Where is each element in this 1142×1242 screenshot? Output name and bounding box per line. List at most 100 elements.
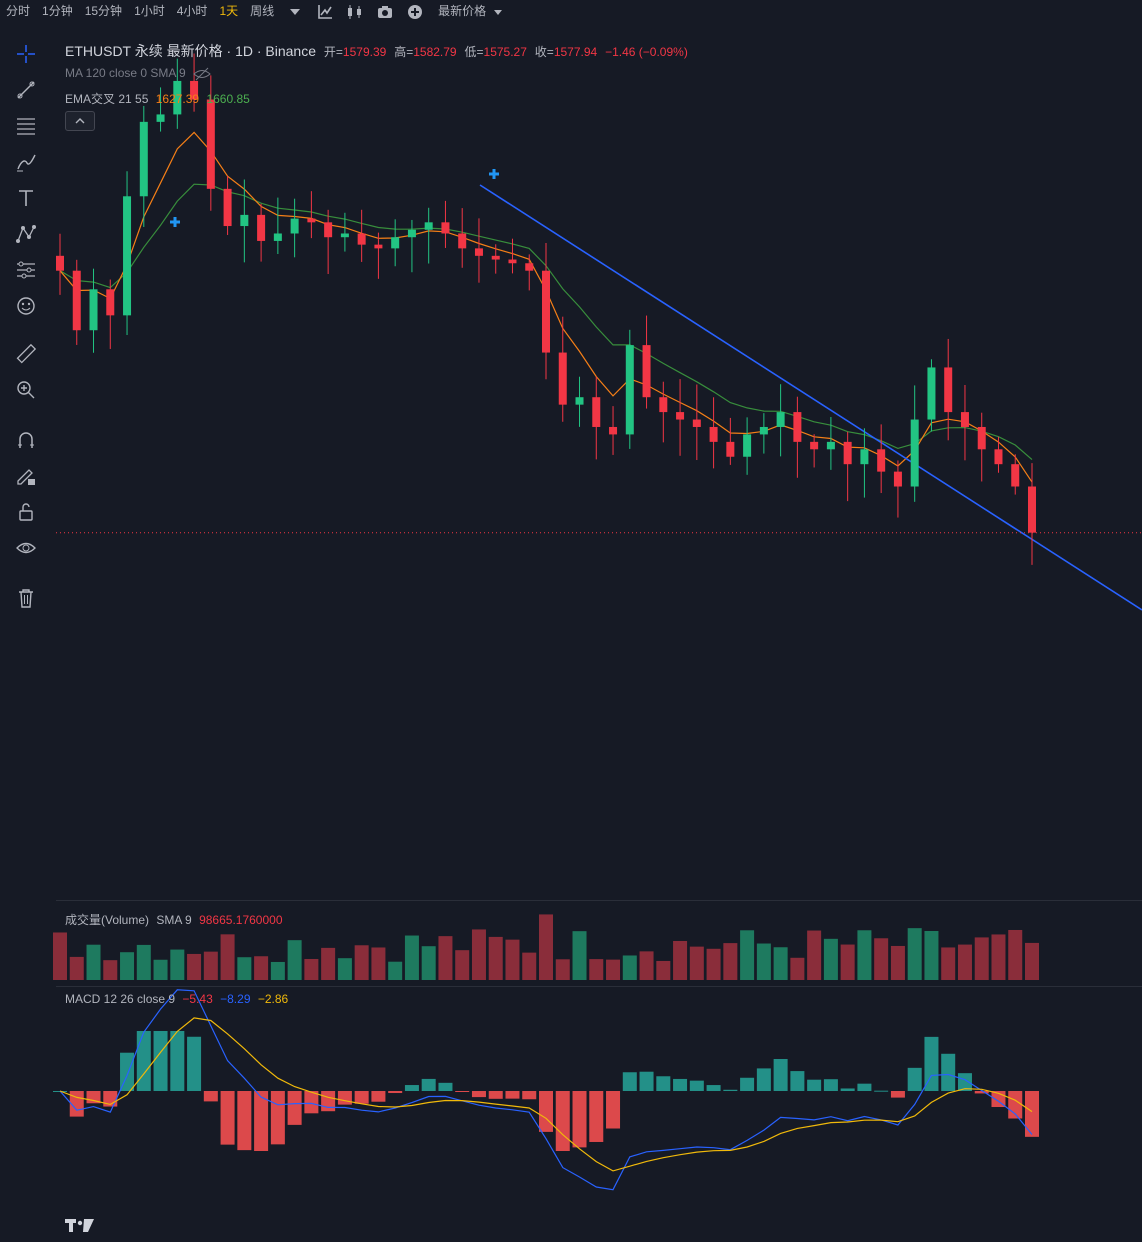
- candle-type-icon[interactable]: [340, 0, 370, 24]
- collapse-legend-button[interactable]: [65, 111, 95, 131]
- chevron-up-icon: [75, 118, 85, 124]
- macd-histogram-bar: [220, 1091, 235, 1145]
- macd-legend[interactable]: MACD 12 26 close 9 −5.43 −8.29 −2.86: [65, 992, 292, 1006]
- candle-body: [257, 214, 266, 241]
- tf-fenshi[interactable]: 分时: [6, 4, 31, 18]
- macd-histogram-bar: [706, 1085, 721, 1091]
- fib-icon[interactable]: [12, 112, 40, 140]
- candle-body: [676, 412, 685, 420]
- close-label: 收=: [534, 45, 554, 59]
- tf-4h[interactable]: 4小时: [176, 4, 208, 18]
- volume-bar: [421, 946, 436, 980]
- volume-legend[interactable]: 成交量(Volume) SMA 9 98665.1760000: [65, 911, 287, 928]
- candle-body: [592, 397, 601, 427]
- magnet-icon[interactable]: [12, 426, 40, 454]
- camera-icon[interactable]: [370, 0, 400, 24]
- volume-bar: [505, 939, 520, 980]
- candle-body: [625, 345, 634, 435]
- candle-body: [743, 434, 752, 457]
- tf-15m[interactable]: 15分钟: [84, 4, 123, 18]
- candle-body: [642, 345, 651, 398]
- macd-histogram-bar: [974, 1091, 989, 1094]
- candle-body: [558, 352, 567, 405]
- volume-bar: [86, 944, 101, 980]
- ruler-icon[interactable]: [12, 340, 40, 368]
- tradingview-logo[interactable]: [60, 1208, 100, 1242]
- trash-icon[interactable]: [12, 584, 40, 612]
- hidden-eye-icon[interactable]: [193, 67, 211, 81]
- tf-1d[interactable]: 1天: [219, 4, 239, 18]
- macd-histogram-bar: [874, 1090, 889, 1092]
- ma-legend[interactable]: MA 120 close 0 SMA 9: [65, 66, 211, 81]
- open-value: 1579.39: [342, 45, 387, 59]
- eye-icon[interactable]: [12, 534, 40, 562]
- candle-body: [826, 441, 835, 450]
- candle-body: [893, 471, 902, 487]
- volume-bar: [622, 955, 637, 980]
- pane-separator[interactable]: [56, 986, 1142, 987]
- measure-icon[interactable]: [12, 256, 40, 284]
- pane-separator[interactable]: [56, 900, 1142, 901]
- macd-histogram-bar: [656, 1076, 671, 1091]
- signal-marker: [170, 217, 180, 227]
- macd-histogram-bar: [924, 1036, 939, 1091]
- symbol-title[interactable]: ETHUSDT 永续 最新价格 · 1D · Binance: [65, 43, 317, 59]
- text-icon[interactable]: [12, 184, 40, 212]
- volume-bar: [1008, 929, 1023, 980]
- macd-value: −8.29: [220, 992, 251, 1006]
- macd-histogram-bar: [388, 1091, 403, 1094]
- candle-body: [877, 449, 886, 472]
- candle-body: [458, 233, 467, 249]
- candle-body: [609, 426, 618, 435]
- zoom-icon[interactable]: [12, 376, 40, 404]
- chevron-down-icon[interactable]: [280, 0, 310, 24]
- candle-body: [374, 244, 383, 249]
- indicator-icon[interactable]: [310, 0, 340, 24]
- volume-bar: [790, 957, 805, 980]
- candle-body: [240, 214, 249, 227]
- macd-histogram-bar: [337, 1091, 352, 1105]
- candle-body: [290, 218, 299, 234]
- emoji-icon[interactable]: [12, 292, 40, 320]
- trendline-drawing: [479, 184, 1142, 611]
- candle-body: [776, 412, 785, 427]
- macd-histogram-bar: [941, 1053, 956, 1091]
- macd-signal-value: −2.86: [257, 992, 289, 1006]
- tf-1w[interactable]: 周线: [250, 4, 275, 18]
- candle-body: [106, 289, 115, 316]
- volume-bar: [656, 960, 671, 980]
- lock-draw-icon[interactable]: [12, 462, 40, 490]
- candle-body: [575, 397, 584, 405]
- candle-body: [223, 188, 232, 227]
- price-source-select[interactable]: 最新价格: [432, 0, 507, 24]
- pattern-icon[interactable]: [12, 220, 40, 248]
- macd-histogram-bar: [153, 1031, 168, 1091]
- volume-bar: [304, 958, 319, 980]
- ema-legend[interactable]: EMA交叉 21 55 1627.39 1660.85: [65, 90, 254, 107]
- candle-body: [357, 233, 366, 245]
- volume-bar: [120, 952, 135, 980]
- tf-1m[interactable]: 1分钟: [42, 4, 73, 18]
- candle-body: [491, 255, 500, 260]
- volume-bar: [354, 945, 369, 980]
- macd-histogram-bar: [103, 1091, 118, 1107]
- macd-histogram-bar: [237, 1091, 252, 1151]
- trendline-icon[interactable]: [12, 76, 40, 104]
- macd-histogram-bar: [136, 1031, 151, 1091]
- low-label: 低=: [464, 45, 484, 59]
- volume-sma-label: SMA 9: [156, 913, 192, 927]
- symbol-legend: ETHUSDT 永续 最新价格 · 1D · Binance 开=1579.39…: [65, 41, 692, 61]
- lock-icon[interactable]: [12, 498, 40, 526]
- macd-histogram-bar: [69, 1091, 84, 1117]
- plus-circle-icon[interactable]: [400, 0, 430, 24]
- volume-bar: [555, 959, 570, 980]
- candle-body: [843, 441, 852, 465]
- tf-1h[interactable]: 1小时: [134, 4, 165, 18]
- volume-bar: [371, 947, 386, 980]
- brush-icon[interactable]: [12, 148, 40, 176]
- candle-body: [709, 426, 718, 442]
- crosshair-icon[interactable]: [12, 40, 40, 68]
- macd-histogram-bar: [354, 1091, 369, 1104]
- macd-histogram-bar: [823, 1079, 838, 1091]
